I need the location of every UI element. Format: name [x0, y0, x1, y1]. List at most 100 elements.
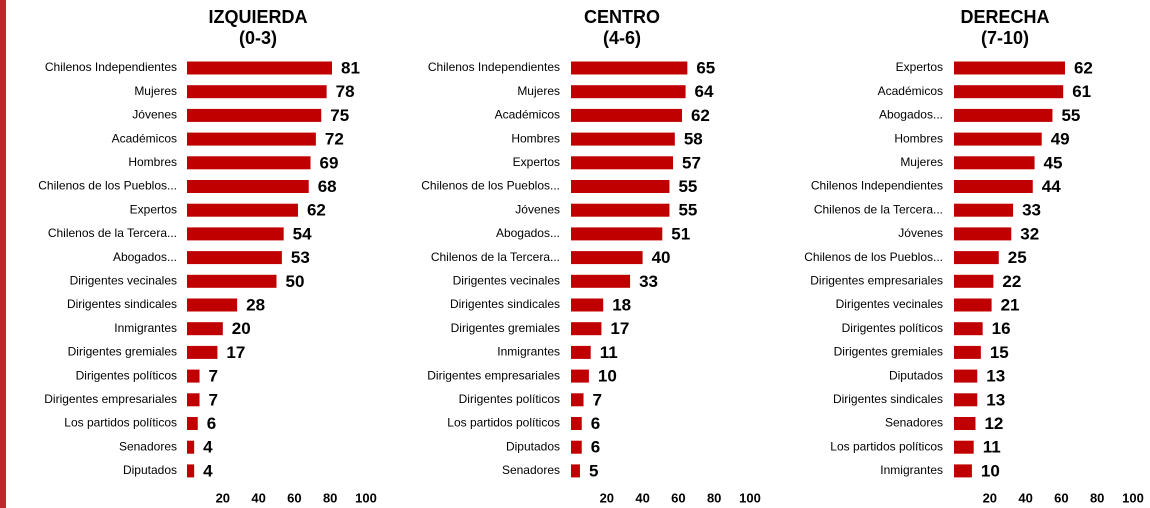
- value-label: 65: [696, 58, 715, 77]
- bar: [187, 180, 309, 193]
- category-label: Dirigentes sindicales: [450, 297, 560, 311]
- category-label: Senadores: [885, 416, 943, 430]
- value-label: 6: [591, 414, 600, 433]
- bar: [187, 417, 198, 430]
- value-label: 62: [307, 201, 326, 220]
- value-label: 33: [639, 272, 658, 291]
- bar: [187, 227, 284, 241]
- category-label: Abogados...: [496, 226, 560, 240]
- chart-subtitle: (7-10): [981, 28, 1029, 48]
- bar: [571, 156, 674, 170]
- value-label: 54: [293, 224, 312, 243]
- x-tick-label: 40: [1018, 490, 1032, 505]
- category-label: Abogados...: [113, 250, 177, 264]
- value-label: 55: [678, 177, 697, 196]
- value-label: 44: [1042, 177, 1061, 196]
- category-label: Hombres: [128, 155, 177, 169]
- value-label: 13: [986, 390, 1005, 409]
- category-label: Chilenos Independientes: [45, 60, 177, 74]
- category-label: Chilenos de la Tercera...: [814, 202, 943, 216]
- value-label: 21: [1001, 295, 1020, 314]
- chart-title: IZQUIERDA: [209, 7, 308, 27]
- category-label: Dirigentes políticos: [76, 368, 177, 382]
- value-label: 22: [1002, 272, 1021, 291]
- value-label: 6: [207, 414, 216, 433]
- bar: [954, 85, 1064, 99]
- bar: [571, 274, 631, 288]
- bar: [571, 61, 688, 75]
- bar: [954, 464, 972, 478]
- value-label: 4: [203, 438, 213, 457]
- category-label: Diputados: [889, 368, 943, 382]
- category-label: Académicos: [878, 84, 943, 98]
- x-tick-label: 20: [216, 490, 230, 505]
- value-label: 40: [652, 248, 671, 267]
- value-label: 78: [336, 82, 355, 101]
- bar: [571, 393, 584, 407]
- category-label: Diputados: [506, 439, 560, 453]
- bar: [187, 251, 282, 265]
- category-label: Inmigrantes: [497, 345, 560, 359]
- value-label: 15: [990, 343, 1009, 362]
- bar: [187, 203, 298, 217]
- bar: [954, 61, 1065, 75]
- value-label: 58: [684, 130, 703, 149]
- value-label: 32: [1020, 224, 1039, 243]
- bar: [187, 156, 311, 170]
- bar: [571, 322, 602, 336]
- category-label: Chilenos de los Pueblos...: [804, 250, 943, 264]
- value-label: 69: [320, 153, 339, 172]
- category-label: Chilenos de la Tercera...: [431, 250, 560, 264]
- value-label: 16: [992, 319, 1011, 338]
- bar: [187, 440, 195, 454]
- category-label: Dirigentes gremiales: [834, 345, 943, 359]
- value-label: 33: [1022, 201, 1041, 220]
- category-label: Jóvenes: [132, 108, 177, 122]
- bar: [571, 180, 670, 193]
- value-label: 55: [678, 201, 697, 220]
- category-label: Dirigentes vecinales: [70, 273, 177, 287]
- value-label: 12: [984, 414, 1003, 433]
- category-label: Mujeres: [134, 84, 177, 98]
- value-label: 55: [1061, 106, 1080, 125]
- bar: [187, 108, 322, 122]
- category-label: Chilenos Independientes: [811, 179, 943, 193]
- x-tick-label: 20: [983, 490, 997, 505]
- bar: [954, 180, 1033, 193]
- value-label: 18: [612, 295, 631, 314]
- value-label: 10: [598, 367, 617, 386]
- bar: [571, 298, 604, 312]
- value-label: 50: [286, 272, 305, 291]
- bar: [571, 108, 682, 122]
- bar: [954, 274, 994, 288]
- x-tick-label: 40: [635, 490, 649, 505]
- chart-subtitle: (0-3): [239, 28, 277, 48]
- value-label: 7: [209, 367, 218, 386]
- category-label: Mujeres: [517, 84, 560, 98]
- value-label: 64: [695, 82, 714, 101]
- category-label: Dirigentes gremiales: [68, 345, 177, 359]
- bar: [571, 227, 663, 241]
- category-label: Hombres: [511, 131, 560, 145]
- category-label: Dirigentes políticos: [842, 321, 943, 335]
- category-label: Los partidos políticos: [447, 416, 560, 430]
- bar: [187, 464, 195, 478]
- x-tick-label: 80: [707, 490, 721, 505]
- x-tick-label: 100: [739, 490, 761, 505]
- value-label: 62: [1074, 58, 1093, 77]
- category-label: Chilenos de los Pueblos...: [38, 179, 177, 193]
- value-label: 81: [341, 58, 360, 77]
- category-label: Diputados: [123, 463, 177, 477]
- bar: [571, 203, 670, 217]
- value-label: 72: [325, 130, 344, 149]
- bar: [954, 369, 978, 383]
- bar: [954, 298, 992, 312]
- value-label: 4: [203, 461, 213, 480]
- category-label: Mujeres: [900, 155, 943, 169]
- bar: [954, 251, 999, 265]
- bar: [571, 369, 589, 383]
- chart-subtitle: (4-6): [603, 28, 641, 48]
- value-label: 20: [232, 319, 251, 338]
- chart-title: CENTRO: [584, 7, 660, 27]
- chart-title: DERECHA: [960, 7, 1049, 27]
